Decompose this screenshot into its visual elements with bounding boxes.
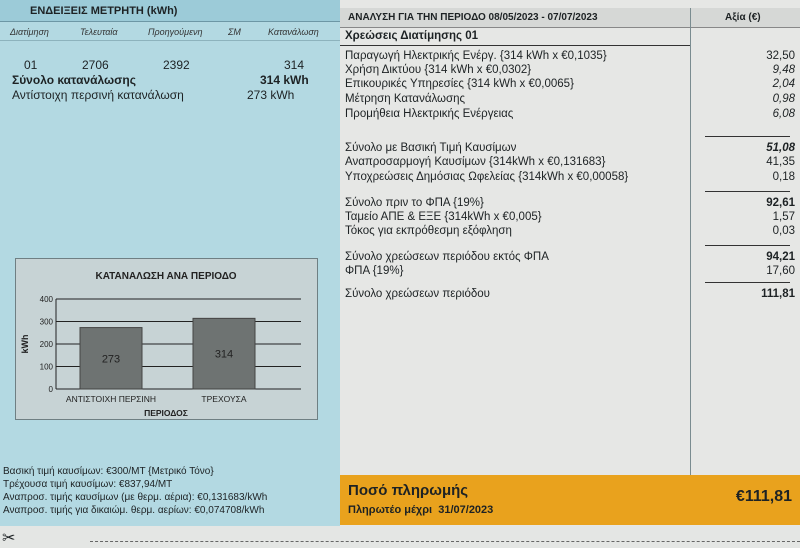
col-consumption: Κατανάλωση xyxy=(268,27,319,37)
y-tick-label: 300 xyxy=(40,318,54,327)
charge-row: Σύνολο χρεώσεων περιόδου εκτός ΦΠΑ 94,21 xyxy=(345,251,795,265)
chart-svg: ΚΑΤΑΝΑΛΩΣΗ ΑΝΑ ΠΕΡΙΟΔΟ 0 100 200 300 400 kWh 27… xyxy=(20,271,301,418)
charge-row: Σύνολο πριν το ΦΠΑ {19%} 92,61 xyxy=(345,197,795,211)
charge-value: 0,98 xyxy=(772,93,795,105)
subtotal-divider xyxy=(705,136,790,137)
fuel-base-price: Βασική τιμή καυσίμων: €300/MT {Μετρικό Τ… xyxy=(3,466,214,477)
charge-label: Αναπροσαρμογή Καυσίμων {314kWh x €0,1316… xyxy=(345,156,606,168)
payment-amount: €111,81 xyxy=(735,488,792,505)
charge-label: Υποχρεώσεις Δημόσιας Ωφελείας {314kWh x … xyxy=(345,171,629,183)
payment-title: Ποσό πληρωμής xyxy=(348,482,469,499)
subtotal-divider xyxy=(705,245,790,246)
y-tick-label: 200 xyxy=(40,340,54,349)
charge-value: 2,04 xyxy=(772,78,795,90)
fuel-adjustment: Αναπροσ. τιμής καυσίμων (με θερμ. αέρια)… xyxy=(3,492,268,503)
y-tick-label: 0 xyxy=(49,385,54,394)
scissors-icon: ✂ xyxy=(2,530,16,547)
divider xyxy=(0,40,340,41)
charge-value: 9,48 xyxy=(772,64,795,76)
charge-row: Μέτρηση Κατανάλωσης 0,98 xyxy=(345,93,795,107)
charge-value: 0,18 xyxy=(772,171,795,183)
charge-row: Υποχρεώσεις Δημόσιας Ωφελείας {314kWh x … xyxy=(345,171,795,185)
payment-box: Ποσό πληρωμής Πληρωτέο μέχρι 31/07/2023 … xyxy=(340,475,800,525)
x-axis-label: ΠΕΡΙΟΔΟΣ xyxy=(144,408,188,418)
charge-label: Μέτρηση Κατανάλωσης xyxy=(345,93,466,105)
x-tick-label: ΑΝΤΙΣΤΟΙΧΗ ΠΕΡΣΙΝΗ xyxy=(66,394,156,404)
previous-reading: 2392 xyxy=(163,58,190,72)
charge-value: 1,57 xyxy=(772,211,795,223)
col-previous: Προηγούμενη xyxy=(148,27,203,37)
meter-header: ΕΝΔΕΙΞΕΙΣ ΜΕΤΡΗΤΗ (kWh) xyxy=(0,0,340,22)
charge-value: 51,08 xyxy=(766,142,795,154)
charge-row: Σύνολο με Βασική Τιμή Καυσίμων 51,08 xyxy=(345,142,795,156)
bar xyxy=(79,327,143,390)
charge-label: Χρήση Δικτύου {314 kWh x €0,0302} xyxy=(345,64,532,76)
cut-line xyxy=(90,541,800,542)
charge-row: ΦΠΑ {19%} 17,60 xyxy=(345,265,795,279)
charge-row: Παραγωγή Ηλεκτρικής Ενέργ. {314 kWh x €0… xyxy=(345,50,795,64)
charge-row: Τόκος για εκπρόθεσμη εξόφληση 0,03 xyxy=(345,225,795,239)
charge-value: 92,61 xyxy=(766,197,795,209)
fuel-current-price: Τρέχουσα τιμή καυσίμων: €837,94/MT xyxy=(3,479,173,490)
bar-value-label: 273 xyxy=(102,353,120,365)
charge-label: Σύνολο χρεώσεων περιόδου xyxy=(345,288,490,300)
charge-label: Σύνολο πριν το ΦΠΑ {19%} xyxy=(345,197,484,209)
charge-label: Σύνολο χρεώσεων περιόδου εκτός ΦΠΑ xyxy=(345,251,549,263)
col-last: Τελευταία xyxy=(80,27,118,37)
charge-value: 41,35 xyxy=(766,156,795,168)
last-reading: 2706 xyxy=(82,58,109,72)
subtotal-divider xyxy=(705,282,790,283)
consumption-value: 314 xyxy=(284,58,305,72)
charge-row: Προμήθεια Ηλεκτρικής Ενέργειας 6,08 xyxy=(345,108,795,122)
charge-label: Σύνολο με Βασική Τιμή Καυσίμων xyxy=(345,142,517,154)
analysis-panel: ΑΝΑΛΥΣΗ ΓΙΑ ΤΗΝ ΠΕΡΙΟΔΟ 08/05/2023 - 07/… xyxy=(340,0,800,526)
charge-value: 32,50 xyxy=(766,50,795,62)
consumption-chart: ΚΑΤΑΝΑΛΩΣΗ ΑΝΑ ΠΕΡΙΟΔΟ 0 100 200 300 400 kWh 27… xyxy=(15,258,318,420)
y-axis-label: kWh xyxy=(20,335,30,354)
charge-label: Παραγωγή Ηλεκτρικής Ενέργ. {314 kWh x €0… xyxy=(345,50,607,62)
bar-value-label: 314 xyxy=(215,349,233,361)
y-tick-label: 400 xyxy=(40,295,54,304)
charge-label: Επικουρικές Υπηρεσίες {314 kWh x €0,0065… xyxy=(345,78,574,90)
divider xyxy=(340,45,690,46)
charge-label: Τόκος για εκπρόθεσμη εξόφληση xyxy=(345,225,512,237)
last-year-value: 273 kWh xyxy=(247,88,295,102)
charge-value: 94,21 xyxy=(766,251,795,263)
charge-row: Ταμείο ΑΠΕ & ΕΞΕ {314kWh x €0,005} 1,57 xyxy=(345,211,795,225)
charge-label: ΦΠΑ {19%} xyxy=(345,265,404,277)
charge-label: Ταμείο ΑΠΕ & ΕΞΕ {314kWh x €0,005} xyxy=(345,211,542,223)
total-consumption-label: Σύνολο κατανάλωσης xyxy=(12,73,136,87)
charge-row: Σύνολο χρεώσεων περιόδου 111,81 xyxy=(345,288,795,302)
bar xyxy=(192,317,256,390)
analysis-subtitle: Χρεώσεις Διατίμησης 01 xyxy=(345,30,479,42)
fuel-emissions-adjustment: Αναπροσ. τιμής για δικαιώμ. θερμ. αερίων… xyxy=(3,505,265,516)
meter-panel: ΕΝΔΕΙΞΕΙΣ ΜΕΤΡΗΤΗ (kWh) Διατίμηση Τελευτ… xyxy=(0,0,340,526)
x-tick-label: ΤΡΕΧΟΥΣΑ xyxy=(201,394,246,404)
payment-due: Πληρωτέο μέχρι 31/07/2023 xyxy=(348,504,494,516)
fuel-info: Βασική τιμή καυσίμων: €300/MT {Μετρικό Τ… xyxy=(3,465,267,517)
charge-row: Επικουρικές Υπηρεσίες {314 kWh x €0,0065… xyxy=(345,78,795,92)
charge-value: 111,81 xyxy=(761,288,795,300)
subtotal-divider xyxy=(705,191,790,192)
charge-value: 0,03 xyxy=(772,225,795,237)
total-consumption-value: 314 kWh xyxy=(260,73,309,87)
tariff-value: 01 xyxy=(24,58,38,72)
charge-row: Χρήση Δικτύου {314 kWh x €0,0302} 9,48 xyxy=(345,64,795,78)
analysis-header: ΑΝΑΛΥΣΗ ΓΙΑ ΤΗΝ ΠΕΡΙΟΔΟ 08/05/2023 - 07/… xyxy=(340,8,800,28)
chart-title: ΚΑΤΑΝΑΛΩΣΗ ΑΝΑ ΠΕΡΙΟΔΟ xyxy=(96,271,237,282)
col-sm: ΣΜ xyxy=(228,27,241,37)
last-year-label: Αντίστοιχη περσινή κατανάλωση xyxy=(12,88,184,102)
col-tariff: Διατίμηση xyxy=(10,27,49,37)
column-divider xyxy=(690,8,691,476)
y-tick-label: 100 xyxy=(40,363,54,372)
charge-label: Προμήθεια Ηλεκτρικής Ενέργειας xyxy=(345,108,514,120)
charge-row: Αναπροσαρμογή Καυσίμων {314kWh x €0,1316… xyxy=(345,156,795,170)
charge-value: 6,08 xyxy=(772,108,795,120)
charge-value: 17,60 xyxy=(766,265,795,277)
